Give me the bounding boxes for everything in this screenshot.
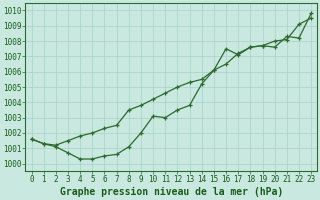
X-axis label: Graphe pression niveau de la mer (hPa): Graphe pression niveau de la mer (hPa) [60,187,283,197]
